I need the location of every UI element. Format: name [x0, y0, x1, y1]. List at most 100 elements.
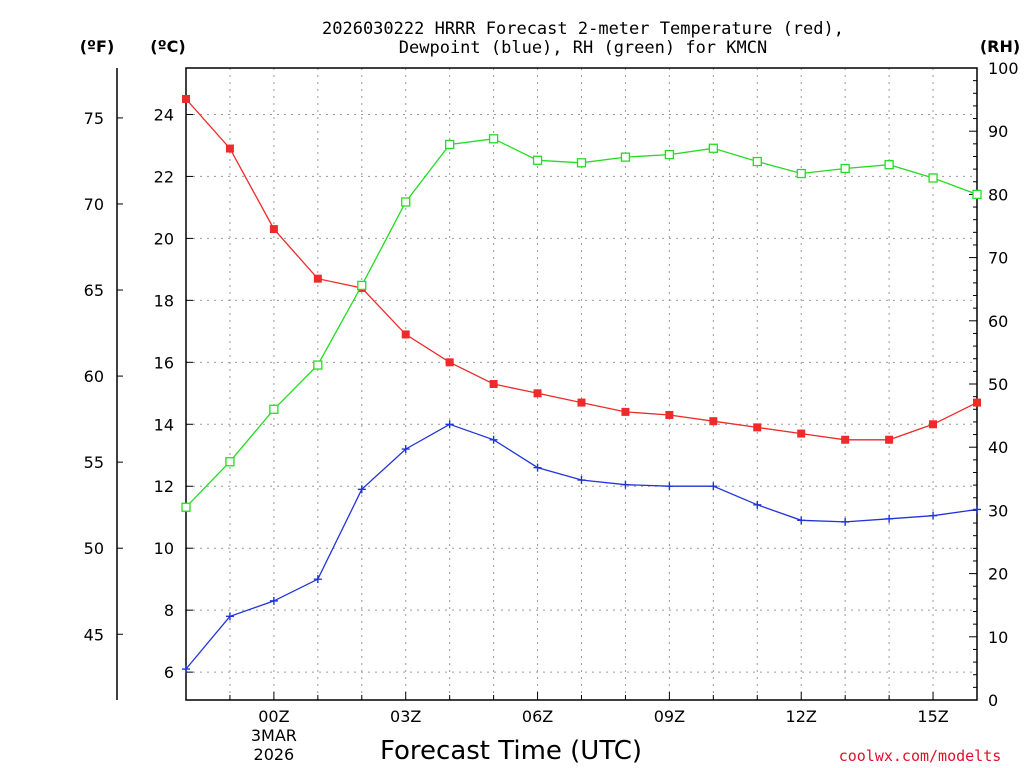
rh-point [576, 158, 587, 168]
temperature-point [841, 435, 850, 444]
celsius-tick-label: 24 [154, 105, 174, 124]
rh-point [532, 155, 543, 165]
celsius-tick-label: 18 [154, 291, 174, 310]
dewpoint-point [225, 612, 234, 621]
fahrenheit-tick-label: 50 [84, 539, 104, 558]
x-tick-label: 03Z [390, 707, 421, 726]
temperature-point [445, 358, 454, 367]
fahrenheit-axis-unit: (ºF) [80, 37, 115, 56]
rh-point [972, 189, 982, 200]
celsius-tick-label: 10 [154, 539, 174, 558]
rh-tick-label: 40 [988, 438, 1008, 457]
fahrenheit-tick-label: 75 [84, 109, 104, 128]
celsius-tick-label: 20 [154, 229, 174, 248]
dewpoint-point [665, 482, 674, 491]
dewpoint-point [885, 514, 894, 523]
rh-point [928, 173, 938, 183]
rh-point [225, 457, 235, 467]
fahrenheit-tick-label: 55 [84, 453, 104, 472]
celsius-axis-unit: (ºC) [150, 37, 185, 56]
x-tick-label: 06Z [522, 707, 553, 726]
dewpoint-point [445, 420, 454, 429]
temperature-point [577, 398, 586, 407]
rh-point [181, 502, 191, 512]
rh-point [488, 134, 499, 144]
rh-point [401, 197, 411, 207]
rh-point [269, 404, 279, 414]
dewpoint-point [797, 516, 806, 525]
celsius-tick-label: 14 [154, 415, 174, 434]
rh-point [664, 149, 675, 160]
celsius-tick-label: 22 [154, 167, 174, 186]
chart-title-line-2: Dewpoint (blue), RH (green) for KMCN [399, 38, 767, 58]
rh-tick-label: 50 [988, 375, 1008, 394]
dewpoint-point [313, 575, 322, 584]
dewpoint-point [533, 463, 542, 472]
dewpoint-point [269, 596, 278, 605]
fahrenheit-tick-label: 65 [84, 281, 104, 300]
rh-tick-label: 0 [988, 691, 998, 710]
rh-point [840, 163, 850, 174]
dewpoint-point [357, 485, 366, 494]
gridlines [186, 68, 977, 700]
rh-tick-label: 30 [988, 501, 1008, 520]
celsius-tick-label: 16 [154, 353, 174, 372]
rh-point [796, 168, 806, 179]
temperature-point [885, 435, 894, 444]
x-date-label: 3MAR [251, 726, 297, 745]
axes [116, 67, 978, 701]
rh-point [313, 360, 323, 370]
rh-point [708, 143, 718, 153]
x-tick-label: 15Z [917, 707, 948, 726]
temperature-point [929, 420, 938, 429]
temperature-point [665, 410, 674, 419]
rh-axis-unit: (RH) [980, 37, 1020, 56]
celsius-tick-label: 12 [154, 477, 174, 496]
temperature-point [313, 274, 322, 283]
dewpoint-point [929, 511, 938, 520]
temperature-point [797, 429, 806, 438]
temperature-point [533, 389, 542, 398]
rh-series [181, 134, 982, 512]
rh-point [752, 156, 762, 167]
dewpoint-series [182, 420, 981, 674]
rh-point [445, 139, 455, 150]
dewpoint-point [489, 435, 498, 444]
rh-point [357, 280, 367, 291]
fahrenheit-tick-label: 70 [84, 195, 104, 214]
dewpoint-point [841, 517, 850, 526]
fahrenheit-tick-label: 60 [84, 367, 104, 386]
rh-tick-label: 20 [988, 565, 1008, 584]
x-tick-label: 12Z [786, 707, 817, 726]
rh-tick-label: 10 [988, 628, 1008, 647]
dewpoint-point [709, 482, 718, 491]
fahrenheit-tick-label: 45 [84, 625, 104, 644]
temperature-point [269, 225, 278, 234]
credit-text: coolwx.com/modelts [839, 747, 1002, 765]
temperature-point [753, 423, 762, 432]
x-axis-label: Forecast Time (UTC) [380, 736, 642, 766]
temperature-point [182, 94, 190, 103]
temperature-point [973, 398, 981, 407]
rh-tick-label: 70 [988, 249, 1008, 268]
dewpoint-point [401, 445, 410, 454]
rh-tick-label: 60 [988, 312, 1008, 331]
dewpoint-point [973, 505, 981, 514]
temperature-point [489, 380, 498, 388]
celsius-tick-label: 8 [164, 601, 174, 620]
temperature-point [401, 330, 410, 339]
dewpoint-point [753, 500, 762, 509]
data-series [181, 94, 982, 674]
rh-tick-label: 100 [988, 59, 1019, 78]
x-tick-label: 09Z [654, 707, 685, 726]
rh-tick-label: 80 [988, 185, 1008, 204]
temperature-point [225, 144, 234, 153]
rh-point [884, 160, 894, 170]
rh-tick-label: 90 [988, 122, 1008, 141]
rh-point [620, 152, 631, 162]
x-tick-label: 00Z [258, 707, 289, 726]
celsius-tick-label: 6 [164, 663, 174, 682]
dewpoint-point [621, 480, 630, 489]
chart-title-line-1: 2026030222 HRRR Forecast 2-meter Tempera… [322, 19, 844, 39]
